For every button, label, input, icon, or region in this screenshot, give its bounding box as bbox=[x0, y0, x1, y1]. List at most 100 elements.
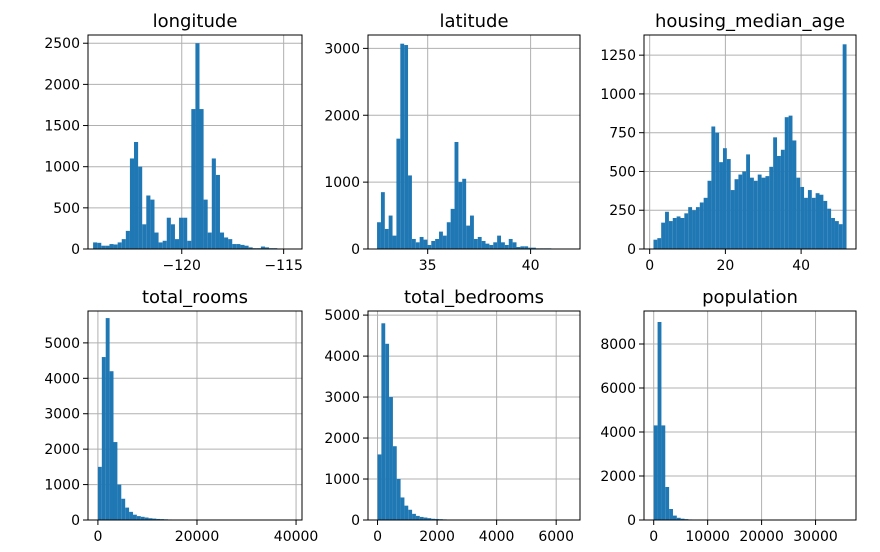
histogram-bar bbox=[807, 190, 812, 249]
x-tick-label: 6000 bbox=[538, 529, 574, 545]
histogram-bar bbox=[504, 244, 509, 249]
y-tick-label: 2000 bbox=[600, 469, 636, 485]
histogram-bar bbox=[380, 192, 385, 249]
histogram-bar bbox=[400, 43, 405, 249]
histogram-bar bbox=[688, 207, 693, 249]
histogram-bar bbox=[129, 511, 133, 520]
histogram-bar bbox=[392, 235, 397, 249]
x-tick-label: 20000 bbox=[175, 529, 220, 545]
histogram-bar bbox=[819, 194, 824, 249]
histogram-bar bbox=[773, 137, 778, 249]
histogram-bar bbox=[532, 247, 536, 249]
x-tick-label: 0 bbox=[645, 258, 654, 274]
histogram-bar bbox=[117, 484, 122, 520]
x-tick-label: −120 bbox=[163, 258, 201, 274]
histogram-bar bbox=[454, 142, 459, 249]
y-tick-label: 750 bbox=[609, 126, 636, 142]
y-tick-label: 0 bbox=[351, 242, 360, 258]
y-tick-label: 4000 bbox=[324, 349, 360, 365]
histogram-bar bbox=[435, 518, 439, 520]
y-tick-label: 0 bbox=[71, 513, 80, 529]
axes-frame bbox=[643, 310, 857, 521]
histogram-bar bbox=[680, 518, 685, 520]
histogram-bar bbox=[179, 217, 184, 249]
histogram-bar bbox=[672, 515, 677, 520]
y-tick-label: 1000 bbox=[324, 472, 360, 488]
histogram-bar bbox=[669, 509, 673, 520]
histogram-bar bbox=[699, 202, 704, 249]
y-tick-label: 3000 bbox=[324, 41, 360, 57]
histogram-bar bbox=[125, 230, 130, 249]
y-tick-label: 4000 bbox=[44, 371, 80, 387]
y-tick-label: 250 bbox=[609, 203, 636, 219]
x-tick-label: 0 bbox=[93, 529, 102, 545]
histogram-bar bbox=[412, 513, 416, 520]
y-tick-label: 500 bbox=[609, 164, 636, 180]
histogram-bar bbox=[777, 155, 781, 249]
histogram-bar bbox=[477, 236, 482, 249]
x-tick-label: 0 bbox=[373, 529, 382, 545]
subplot-title: housing_median_age bbox=[655, 11, 845, 32]
histogram-bar bbox=[183, 217, 188, 249]
histogram-bar bbox=[109, 371, 114, 520]
axes-frame bbox=[367, 310, 581, 521]
histogram-bar bbox=[389, 397, 393, 520]
histogram-bar bbox=[113, 442, 118, 520]
histogram-bar bbox=[97, 466, 102, 520]
histogram-bar bbox=[497, 235, 502, 249]
histogram-bar bbox=[661, 222, 666, 249]
histogram-bar bbox=[435, 238, 440, 249]
subplot-title: longitude bbox=[153, 11, 238, 32]
histogram-bar bbox=[765, 176, 770, 249]
histogram-bar bbox=[501, 242, 505, 249]
histogram-bar bbox=[423, 517, 428, 520]
y-tick-label: 2000 bbox=[324, 108, 360, 124]
histogram-bar bbox=[831, 217, 835, 249]
histogram-bar bbox=[411, 238, 416, 249]
x-tick-label: 20000 bbox=[739, 529, 784, 545]
histogram-bar bbox=[711, 126, 716, 249]
histogram-bar bbox=[823, 200, 828, 249]
histogram-bar bbox=[657, 238, 662, 249]
histogram-bar bbox=[761, 177, 766, 249]
histogram-bar bbox=[415, 515, 420, 520]
histogram-bar bbox=[138, 166, 143, 249]
histogram-bar bbox=[665, 211, 669, 249]
histogram-bar bbox=[750, 177, 754, 249]
histogram-bar bbox=[520, 246, 525, 249]
histogram-bar bbox=[676, 216, 681, 249]
histogram-bar bbox=[481, 240, 486, 249]
histogram-bar bbox=[489, 244, 494, 249]
histogram-bar bbox=[219, 232, 225, 249]
histogram-bar bbox=[653, 239, 658, 249]
subplot-total_bedrooms: 0 1000 2000 3000 4000 5000 0 2000 4000 6000 total_… bbox=[324, 287, 581, 545]
y-tick-label: 2000 bbox=[44, 442, 80, 458]
x-tick-label: 40 bbox=[522, 258, 540, 274]
histogram-bar bbox=[692, 210, 696, 249]
x-tick-label: 4000 bbox=[479, 529, 515, 545]
histogram-bar bbox=[842, 44, 847, 249]
histogram-bar bbox=[113, 244, 118, 249]
x-tick-label: 40 bbox=[792, 258, 810, 274]
histogram-bar bbox=[260, 246, 265, 249]
histogram-bar bbox=[191, 109, 196, 249]
x-tick-label: 10000 bbox=[685, 529, 730, 545]
histogram-bar bbox=[381, 323, 386, 520]
histogram-bar bbox=[734, 179, 739, 249]
histogram-bar bbox=[154, 232, 159, 249]
histogram-bar bbox=[236, 244, 241, 249]
x-tick-label: 35 bbox=[419, 258, 437, 274]
histogram-bar bbox=[117, 242, 122, 249]
histogram-bar bbox=[473, 238, 478, 249]
histogram-bar bbox=[203, 199, 208, 249]
y-tick-label: 0 bbox=[627, 242, 636, 258]
histogram-bar bbox=[668, 221, 673, 249]
histogram-bar bbox=[827, 208, 832, 249]
histogram-bar bbox=[684, 213, 689, 249]
subplot-title: population bbox=[702, 287, 798, 308]
histogram-bar bbox=[738, 174, 743, 249]
histogram-bar bbox=[431, 240, 436, 249]
histogram-bar bbox=[726, 159, 731, 249]
histogram-bar bbox=[105, 245, 110, 249]
subplot-housing_median_age: 0 250 500 750 1000 1250 0 20 40 housing_median_ag… bbox=[600, 11, 857, 274]
